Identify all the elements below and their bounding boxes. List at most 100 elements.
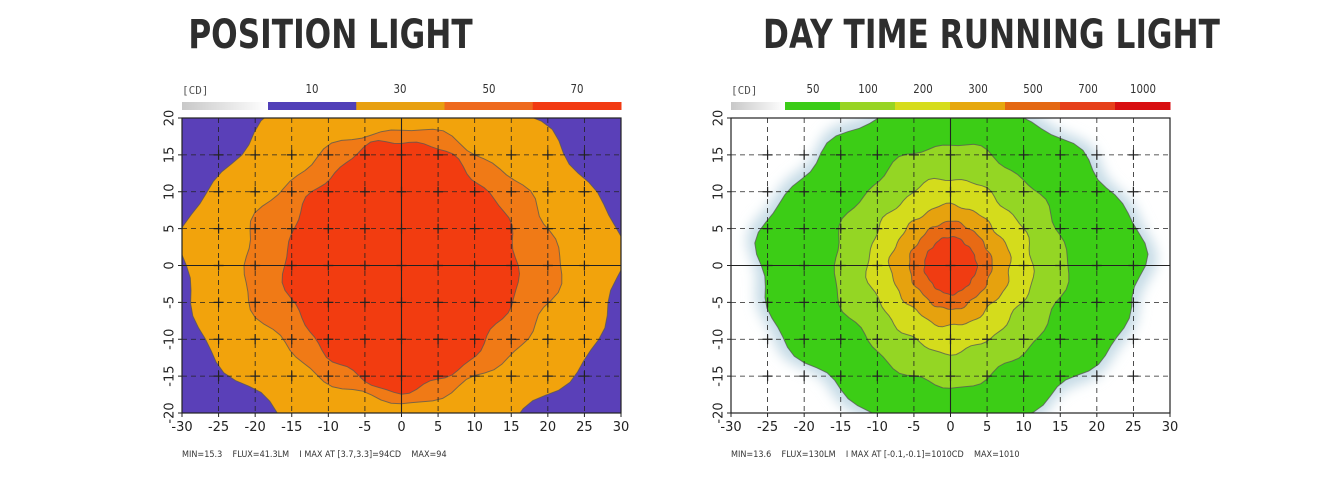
grid-cross [250, 186, 261, 197]
legend-swatch [840, 102, 896, 110]
grid-cross [982, 334, 993, 345]
grid-cross [872, 149, 883, 160]
legend-label: 500 [1022, 82, 1043, 96]
y-tick-label: -20 [163, 402, 178, 423]
grid-cross [1018, 371, 1029, 382]
x-tick-label: 15 [1052, 420, 1069, 435]
y-tick-label: -5 [712, 296, 727, 309]
grid-cross [469, 186, 480, 197]
grid-cross [945, 223, 956, 234]
x-tick-label: -15 [830, 420, 851, 435]
legend-label: 50 [806, 82, 819, 96]
grid-cross [506, 186, 517, 197]
grid-cross [1018, 260, 1029, 271]
x-tick-label: 10 [466, 420, 483, 435]
grid-cross [1018, 334, 1029, 345]
grid-cross [1055, 186, 1066, 197]
x-tick-label: 5 [983, 420, 991, 435]
grid [731, 118, 1170, 413]
legend-swatch [268, 102, 357, 110]
x-tick-label: -30 [720, 420, 741, 435]
y-tick-label: 20 [163, 110, 178, 127]
grid-cross [908, 297, 919, 308]
grid-cross [396, 371, 407, 382]
grid-cross [982, 297, 993, 308]
grid-cross [359, 186, 370, 197]
legend-label: 100 [857, 82, 878, 96]
grid-cross [908, 371, 919, 382]
grid-cross [396, 297, 407, 308]
y-tick-label: 10 [163, 183, 178, 200]
grid-cross [762, 223, 773, 234]
grid-cross [1055, 297, 1066, 308]
legend-swatch [1115, 102, 1171, 110]
grid-cross [213, 260, 224, 271]
legend-swatch [532, 102, 622, 110]
legend-label: 1000 [1129, 82, 1156, 96]
grid-cross [1055, 334, 1066, 345]
grid-cross [542, 334, 553, 345]
legend-gradient-swatch [182, 102, 268, 110]
legend-label: 10 [305, 82, 319, 96]
grid-cross [872, 260, 883, 271]
grid-cross [982, 371, 993, 382]
legend-unit-label: [CD] [182, 84, 209, 97]
day-time-running-light-chart: -30 -25 -20 -15 -10 -5 0 5 10 15 20 25 30 -20 -15 -10 -5… [712, 102, 1178, 435]
grid-cross [323, 260, 334, 271]
grid-cross [945, 371, 956, 382]
legend-label: 70 [570, 82, 584, 96]
legend-swatch [785, 102, 841, 110]
grid-cross [1128, 223, 1139, 234]
grid-cross [1055, 260, 1066, 271]
grid-cross [433, 223, 444, 234]
grid-cross [1091, 371, 1102, 382]
grid-cross [579, 297, 590, 308]
grid-cross [250, 334, 261, 345]
grid-cross [835, 260, 846, 271]
grid-cross [579, 334, 590, 345]
grid-cross [433, 186, 444, 197]
x-tick-label: 0 [397, 420, 405, 435]
legend-swatch [950, 102, 1006, 110]
y-tick-label: -5 [163, 296, 178, 309]
grid-cross [323, 149, 334, 160]
grid-cross [1018, 186, 1029, 197]
y-tick-label: 15 [712, 147, 727, 164]
y-tick-label: -10 [712, 329, 727, 350]
grid [182, 118, 621, 413]
day-time-running-light-panel: DAY TIME RUNNING LIGHT [CD] -30 -25 -20 -15… [661, 0, 1322, 496]
grid-cross [1055, 223, 1066, 234]
grid-cross [1055, 371, 1066, 382]
grid-cross [1018, 223, 1029, 234]
grid-cross [1091, 260, 1102, 271]
chart-title: DAY TIME RUNNING LIGHT [763, 12, 1220, 58]
grid-cross [286, 149, 297, 160]
y-tick-label: 0 [163, 261, 178, 269]
grid-cross [213, 186, 224, 197]
grid-cross [323, 297, 334, 308]
legend-gradient-swatch [731, 102, 785, 110]
grid-cross [908, 260, 919, 271]
grid-cross [213, 297, 224, 308]
grid-cross [908, 334, 919, 345]
grid-cross [396, 149, 407, 160]
grid-cross [982, 149, 993, 160]
grid-cross [799, 186, 810, 197]
grid-cross [799, 223, 810, 234]
grid-cross [1128, 334, 1139, 345]
x-tick-label: 5 [434, 420, 442, 435]
grid-cross [250, 260, 261, 271]
grid-cross [542, 186, 553, 197]
grid-cross [579, 223, 590, 234]
grid-cross [945, 334, 956, 345]
grid-cross [579, 186, 590, 197]
grid-cross [286, 186, 297, 197]
x-tick-label: -5 [358, 420, 371, 435]
grid-cross [945, 149, 956, 160]
x-tick-label: -20 [794, 420, 815, 435]
grid-cross [945, 260, 956, 271]
grid-cross [433, 149, 444, 160]
grid-cross [1055, 149, 1066, 160]
y-tick-label: 20 [712, 110, 727, 127]
grid-cross [835, 186, 846, 197]
